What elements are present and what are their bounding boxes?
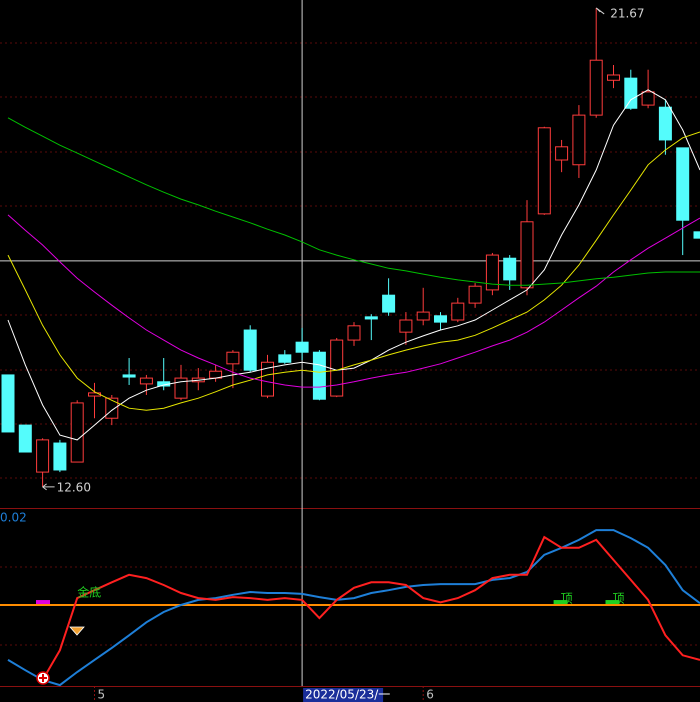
- low-label: 12.60: [57, 480, 91, 494]
- candle-body: [261, 361, 274, 397]
- series-line: [7, 131, 700, 411]
- candle-body: [70, 402, 84, 463]
- candle-body: [589, 59, 603, 116]
- candle-body: [295, 341, 309, 353]
- candle-body: [658, 106, 672, 141]
- candle-body: [537, 127, 551, 215]
- high-label: 21.67: [610, 6, 644, 20]
- series-line: [7, 117, 700, 286]
- candle-body: [364, 316, 378, 320]
- candle-body: [330, 339, 344, 397]
- candle-body: [382, 294, 396, 313]
- candle-body: [53, 442, 67, 471]
- x-tick-label: 5: [98, 688, 106, 702]
- candle-body: [676, 147, 690, 221]
- annotation: 金底: [77, 585, 101, 600]
- candle-body: [139, 377, 153, 385]
- candle-body: [572, 114, 586, 166]
- candle-body: [18, 424, 32, 453]
- signal-bar: [605, 600, 620, 605]
- series-line: [7, 529, 700, 687]
- grid: [0, 42, 700, 646]
- high-label-pointer: [595, 7, 605, 15]
- candle-body: [520, 221, 534, 289]
- candle-body: [607, 74, 620, 81]
- candle-body: [693, 231, 700, 239]
- candle-body: [624, 77, 638, 109]
- candle-body: [434, 315, 447, 323]
- candle-body: [122, 374, 136, 378]
- candle-body: [174, 377, 188, 399]
- candle-body: [451, 302, 465, 321]
- candle-body: [105, 397, 119, 419]
- crosshair-label: 2022/05/23/一: [305, 688, 390, 702]
- crosshair-label-box: [303, 688, 384, 702]
- candle-body: [347, 325, 361, 341]
- signal-bar: [553, 600, 568, 605]
- series-line: [7, 214, 700, 388]
- candle-body: [503, 257, 517, 281]
- candle-body: [243, 329, 257, 371]
- signal-icon-diamond: [69, 626, 85, 636]
- x-tick-label: 6: [426, 688, 434, 702]
- candle-body: [1, 374, 15, 433]
- series-line: [41, 535, 700, 681]
- signal-icon-cross: [39, 674, 47, 682]
- annotation: 顶: [561, 592, 573, 606]
- candle-body: [416, 311, 430, 321]
- candle-body: [641, 91, 655, 106]
- candle-body: [399, 319, 413, 333]
- annotation: 顶: [613, 592, 625, 606]
- candle-body: [36, 439, 50, 473]
- candle-body: [555, 146, 569, 161]
- candle-body: [312, 351, 326, 400]
- series-line: [7, 89, 700, 441]
- signal-bar: [36, 600, 50, 605]
- candle-body: [485, 254, 499, 291]
- candle-body: [278, 354, 292, 363]
- candle-body: [226, 351, 240, 365]
- y-tick-label: 0.02: [0, 511, 27, 525]
- candle-body: [468, 285, 482, 304]
- low-label-arrow: [42, 483, 55, 491]
